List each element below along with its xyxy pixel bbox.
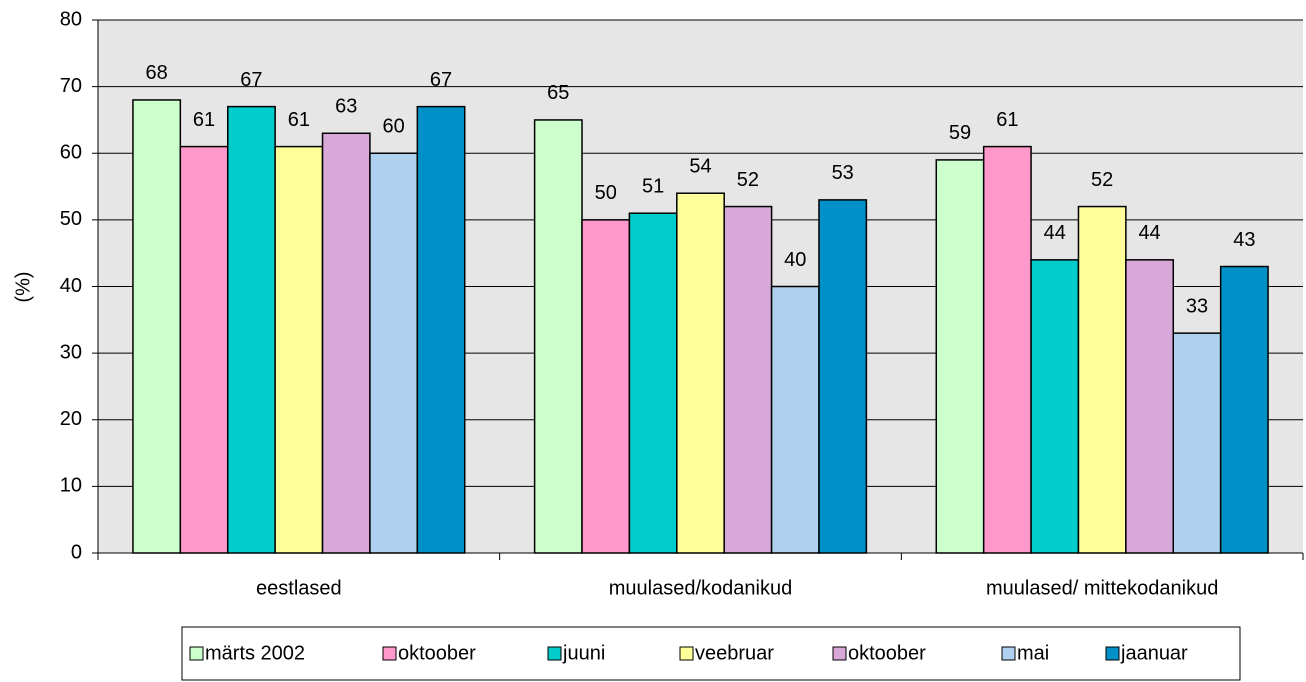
legend-swatch bbox=[1001, 646, 1016, 661]
x-tick-label: muulased/ mittekodanikud bbox=[986, 577, 1218, 599]
bar bbox=[1172, 332, 1222, 554]
data-label: 53 bbox=[832, 162, 854, 184]
legend-label: juuni bbox=[562, 642, 605, 664]
y-tick-label: 30 bbox=[60, 341, 82, 363]
y-tick-label: 70 bbox=[60, 75, 82, 97]
bar bbox=[1219, 265, 1269, 554]
bar bbox=[982, 145, 1032, 554]
legend-label: märts 2002 bbox=[205, 642, 305, 664]
y-tick-label: 50 bbox=[60, 208, 82, 230]
legend-swatch bbox=[832, 646, 847, 661]
data-label: 63 bbox=[335, 96, 357, 118]
bar bbox=[723, 205, 773, 554]
data-label: 67 bbox=[240, 69, 262, 91]
bar bbox=[1077, 205, 1127, 554]
bar bbox=[274, 145, 324, 554]
data-label: 61 bbox=[288, 109, 310, 131]
bar bbox=[132, 99, 182, 554]
data-label: 65 bbox=[547, 82, 569, 104]
data-label: 43 bbox=[1233, 229, 1255, 251]
x-tick-label: eestlased bbox=[256, 577, 342, 599]
data-label: 33 bbox=[1186, 295, 1208, 317]
bar bbox=[818, 199, 868, 554]
bar bbox=[321, 132, 371, 554]
bar bbox=[179, 145, 229, 554]
data-label: 68 bbox=[146, 62, 168, 84]
data-label: 52 bbox=[737, 169, 759, 191]
y-tick-label: 40 bbox=[60, 275, 82, 297]
bar bbox=[581, 219, 631, 554]
legend-swatch bbox=[1105, 646, 1120, 661]
data-label: 44 bbox=[1138, 222, 1160, 244]
legend-swatch bbox=[679, 646, 694, 661]
bar bbox=[628, 212, 678, 554]
data-label: 44 bbox=[1044, 222, 1066, 244]
legend-swatch bbox=[189, 646, 204, 661]
y-tick-label: 20 bbox=[60, 408, 82, 430]
bar bbox=[369, 152, 419, 554]
data-label: 61 bbox=[193, 109, 215, 131]
bar bbox=[1030, 259, 1080, 554]
data-label: 59 bbox=[949, 122, 971, 144]
data-label: 61 bbox=[996, 109, 1018, 131]
x-tick-label: muulased/kodanikud bbox=[609, 577, 792, 599]
y-tick-label: 0 bbox=[71, 541, 82, 563]
data-label: 67 bbox=[430, 69, 452, 91]
bar bbox=[935, 159, 985, 554]
data-label: 51 bbox=[642, 175, 664, 197]
legend-label: jaanuar bbox=[1120, 642, 1188, 664]
data-label: 40 bbox=[784, 249, 806, 271]
legend-label: mai bbox=[1017, 642, 1049, 664]
legend-label: veebruar bbox=[695, 642, 774, 664]
legend-swatch bbox=[382, 646, 397, 661]
data-label: 54 bbox=[689, 156, 711, 178]
y-tick-label: 80 bbox=[60, 8, 82, 30]
y-axis-label: (%) bbox=[12, 271, 34, 302]
bar bbox=[770, 285, 820, 554]
y-tick-label: 10 bbox=[60, 475, 82, 497]
bar bbox=[1125, 259, 1175, 554]
bar bbox=[416, 105, 466, 554]
legend-swatch bbox=[547, 646, 562, 661]
bar bbox=[676, 192, 725, 554]
legend-label: oktoober bbox=[848, 642, 926, 664]
data-label: 52 bbox=[1091, 169, 1113, 191]
bar bbox=[226, 105, 276, 554]
y-tick-label: 60 bbox=[60, 142, 82, 164]
data-label: 60 bbox=[383, 116, 405, 138]
data-label: 50 bbox=[595, 182, 617, 204]
legend bbox=[181, 626, 1241, 681]
bar bbox=[533, 119, 583, 554]
legend-label: oktoober bbox=[398, 642, 476, 664]
